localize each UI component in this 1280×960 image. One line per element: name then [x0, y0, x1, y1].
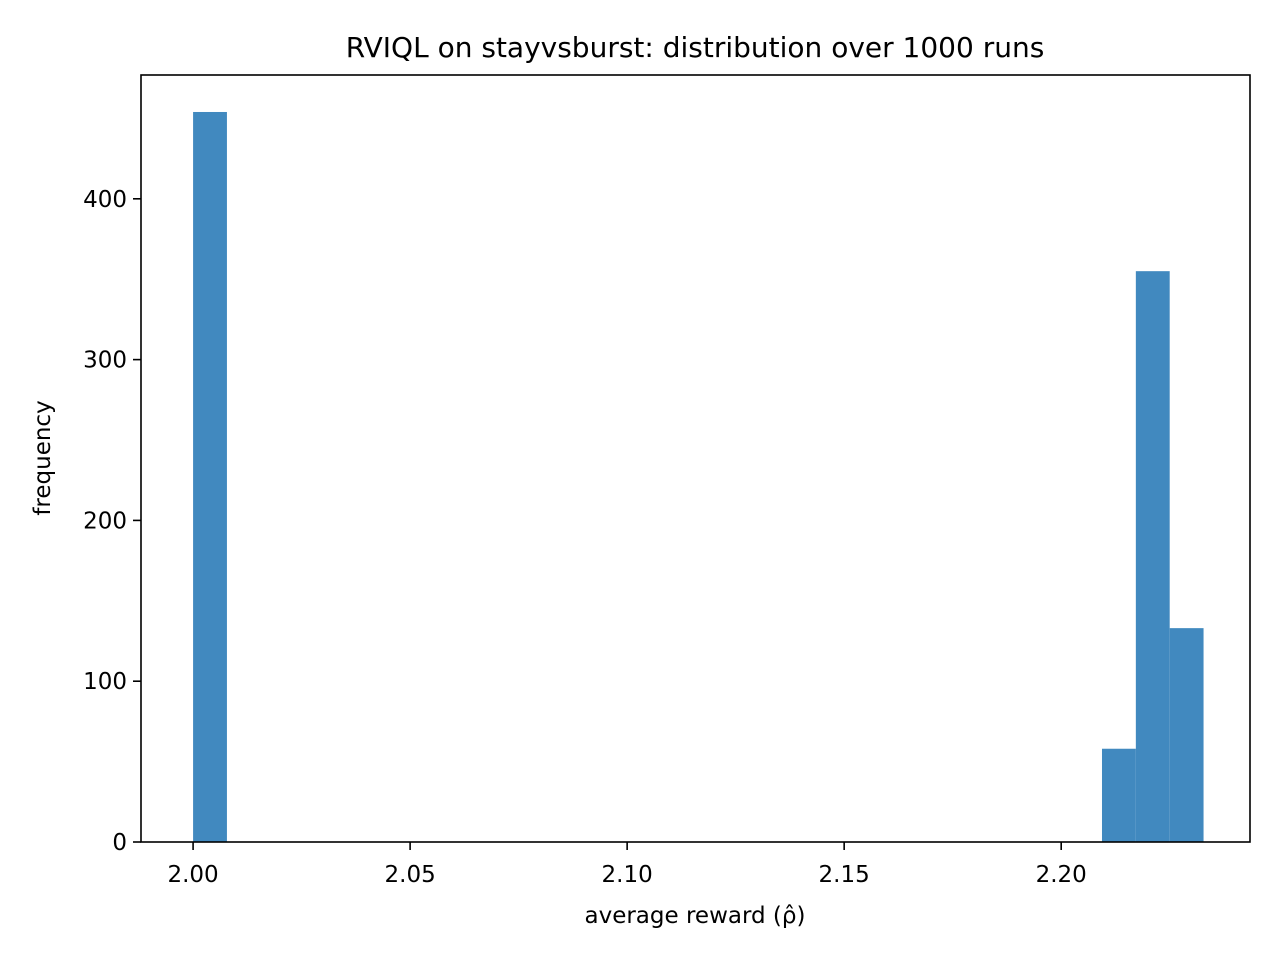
histogram-bar-2	[1135, 271, 1170, 843]
histogram-bar-3	[1169, 628, 1204, 842]
histogram-bar-1	[1101, 748, 1136, 842]
y-axis-label: frequency	[30, 400, 56, 515]
y-tick-label: 100	[83, 669, 127, 695]
x-tick-label: 2.05	[385, 862, 436, 888]
x-axis-ticks: 2.00 2.05 2.10 2.15 2.20	[167, 842, 1087, 888]
histogram-bar-0	[193, 111, 227, 843]
histogram-bars	[193, 111, 1204, 843]
chart-title: RVIQL on stayvsburst: distribution over …	[346, 31, 1045, 64]
x-axis-label: average reward (ρ̂)	[585, 903, 806, 929]
y-tick-label: 400	[83, 187, 127, 213]
x-tick-label: 2.10	[602, 862, 653, 888]
x-tick-label: 2.15	[819, 862, 870, 888]
x-tick-label: 2.00	[167, 862, 218, 888]
y-tick-label: 300	[83, 348, 127, 374]
y-tick-label: 0	[112, 830, 127, 856]
y-tick-label: 200	[83, 508, 127, 534]
plot-frame	[140, 74, 1251, 843]
x-tick-label: 2.20	[1036, 862, 1087, 888]
y-axis-ticks: 0 100 200 300 400	[83, 187, 141, 856]
